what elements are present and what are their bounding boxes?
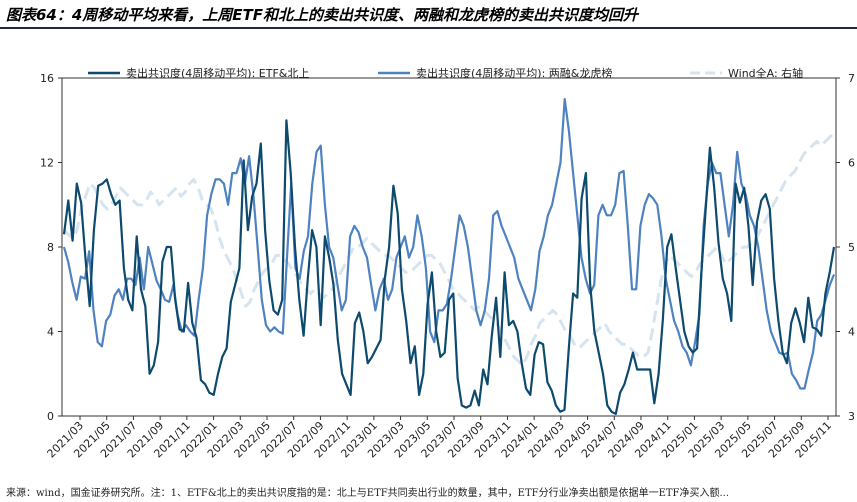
legend-label-0: 卖出共识度(4周移动平均): ETF&北上 xyxy=(126,66,309,80)
series-line-2 xyxy=(62,131,836,367)
left-tick-label: 16 xyxy=(40,72,54,85)
series-line-0 xyxy=(62,119,836,415)
left-tick-label: 8 xyxy=(47,241,54,254)
series-layer xyxy=(62,97,836,415)
right-axis: 3 4 5 6 7 xyxy=(836,72,855,423)
right-tick-label: 5 xyxy=(848,241,855,254)
legend: 卖出共识度(4周移动平均): ETF&北上 卖出共识度(4周移动平均): 两融&龙… xyxy=(88,66,803,80)
right-tick-label: 7 xyxy=(848,72,855,85)
legend-label-1: 卖出共识度(4周移动平均): 两融&龙虎榜 xyxy=(416,66,612,80)
x-axis: 2021/032021/052021/072021/092021/112022/… xyxy=(45,416,834,460)
source-footnote: 来源：wind，国金证券研究所。注：1、ETF&北上的卖出共识度指的是：北上与E… xyxy=(6,488,730,499)
left-tick-label: 4 xyxy=(47,326,54,339)
legend-label-2: Wind全A: 右轴 xyxy=(728,66,803,80)
left-tick-label: 0 xyxy=(47,410,54,423)
title-divider xyxy=(0,27,857,29)
left-axis: 0 4 8 12 16 xyxy=(40,72,62,423)
left-tick-label: 12 xyxy=(40,157,54,170)
right-tick-label: 4 xyxy=(848,326,855,339)
right-tick-label: 6 xyxy=(848,157,855,170)
right-tick-label: 3 xyxy=(848,410,855,423)
chart-title: 图表64：4周移动平均来看，上周ETF和北上的卖出共识度、两融和龙虎榜的卖出共识… xyxy=(6,6,639,24)
